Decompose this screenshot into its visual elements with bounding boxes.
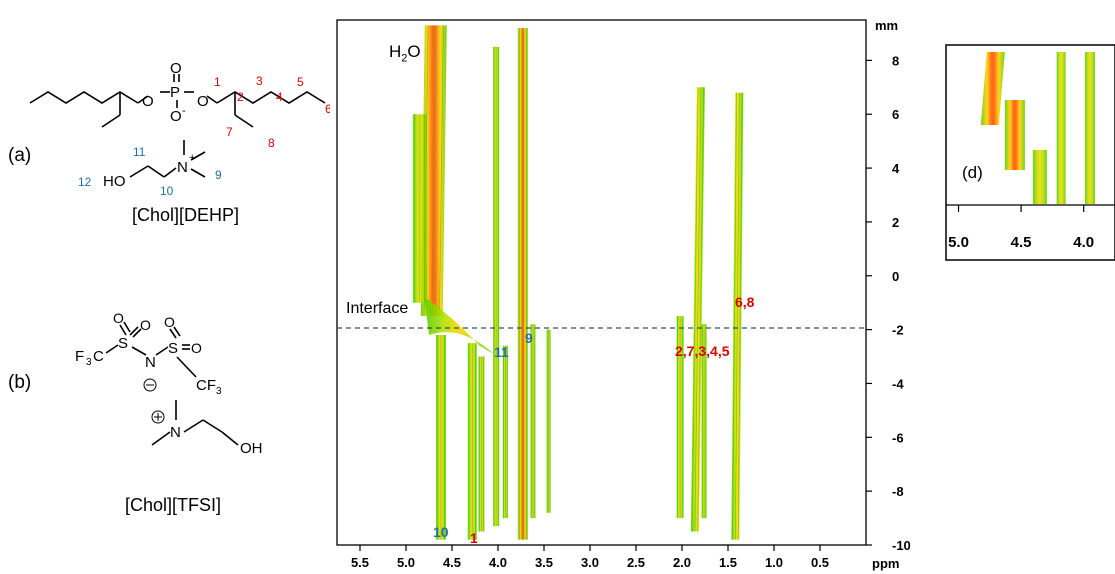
x-tick-label: 3.5 [535,555,553,570]
h2o-label: H2O [389,42,421,65]
x-tick-label: 1.5 [719,555,737,570]
carbon-atom: C [93,348,104,365]
structure-b: F 3 C S O O N S O O CF 3 N OH [75,310,263,457]
choline-number: 9 [215,168,222,182]
plot-frame [336,19,867,546]
y-tick-label: 4 [892,161,900,176]
charge-plus: + [189,152,195,164]
oxygen-atom: O [170,60,182,77]
contour-line [732,92,737,540]
inset-x-tick-label: 4.0 [1073,234,1094,251]
y-tick-label: -4 [892,376,904,391]
x-tick-label: 2.5 [627,555,645,570]
x-tick-label: 4.0 [489,555,507,570]
panel-label-a: (a) [8,145,32,166]
y-axis-unit: mm [875,18,899,33]
carbon-number: 1 [214,75,221,89]
nitrogen-atom: N [170,424,181,441]
nitrogen-atom: N [145,354,156,371]
carbon-number: 5 [297,75,304,89]
y-tick-label: -2 [892,323,904,338]
contour-line [431,25,437,317]
panel-label-d: (d) [962,163,983,182]
phosphorus-atom: P [170,84,180,101]
peak-label-9: 9 [525,330,533,346]
contour-line [697,87,704,532]
peak-label-10: 10 [433,524,449,540]
subscript: 3 [216,386,222,397]
inset-contour [1032,150,1047,204]
x-tick-label: 0.5 [811,555,829,570]
contour-line [439,25,444,317]
inset-contour [1084,52,1095,204]
x-tick-label: 2.0 [673,555,691,570]
carbon-number: 3 [256,74,263,88]
choline-number: 12 [78,175,92,189]
trifluoromethyl-right: CF [196,377,216,394]
structure-a: O P O O O - N + HO 1 2 3 4 5 6 7 8 9 10 … [29,60,330,198]
oxygen-atom: O [140,317,151,333]
y-tick-label: 8 [892,53,899,68]
compound-name-tfsi: [Chol][TFSI] [125,495,222,515]
oxygen-atom: O [142,93,154,110]
x-tick-label: 1.0 [765,555,783,570]
peak-label-6-8: 6,8 [735,294,755,310]
choline-number: 10 [160,184,174,198]
inset-x-tick-label: 4.5 [1011,234,1032,251]
peak-label-2-7-3-4-5: 2,7,3,4,5 [675,343,730,359]
inset-contour [1056,52,1066,204]
hydroxyl-group: OH [240,440,263,457]
carbon-number: 2 [237,90,244,104]
carbon-number: 6 [325,102,330,116]
panel-label-b: (b) [8,372,32,393]
x-tick-label: 5.0 [397,555,415,570]
y-tick-label: 0 [892,269,899,284]
charge-minus: - [182,105,186,117]
interface-contour [424,297,494,354]
oxygen-atom: O [164,314,175,330]
inset-contour [1004,100,1025,170]
inset-contour [980,52,1005,125]
peak-label-11: 11 [494,344,509,360]
y-tick-label: -8 [892,484,904,499]
y-tick-label: -6 [892,430,904,445]
oxygen-atom: O [170,108,182,125]
oxygen-atom: O [191,340,202,356]
contour-line [691,87,699,532]
negative-charge-symbol [143,378,157,392]
hydroxyl-group: HO [103,173,126,190]
oxygen-atom: O [197,93,209,110]
y-tick-label: 2 [892,215,899,230]
nitrogen-atom: N [177,159,188,176]
y-tick-label: 6 [892,107,899,122]
trifluoromethyl-left: F [75,348,84,365]
sulfur-atom: S [168,340,178,357]
peak-label-1: 1 [470,530,478,546]
x-axis-unit: ppm [872,556,900,571]
carbon-number: 7 [226,125,233,139]
y-tick-label: -10 [892,538,911,553]
x-tick-label: 3.0 [581,555,599,570]
x-tick-label: 4.5 [443,555,461,570]
contour-line [737,92,743,540]
positive-charge-symbol [151,410,165,424]
choline-number: 11 [133,145,146,159]
oxygen-atom: O [113,310,124,326]
contour-line [694,87,702,532]
compound-name-dehp: [Chol][DEHP] [132,205,240,225]
sulfur-atom: S [118,335,128,352]
x-tick-label: 5.5 [351,555,369,570]
carbon-number: 8 [268,136,275,150]
interface-label: Interface [346,300,409,317]
subscript: 3 [86,357,92,368]
contour-line [735,92,740,540]
inset-frame [945,44,1115,261]
carbon-number: 4 [276,90,283,104]
inset-x-tick-label: 5.0 [948,234,969,251]
